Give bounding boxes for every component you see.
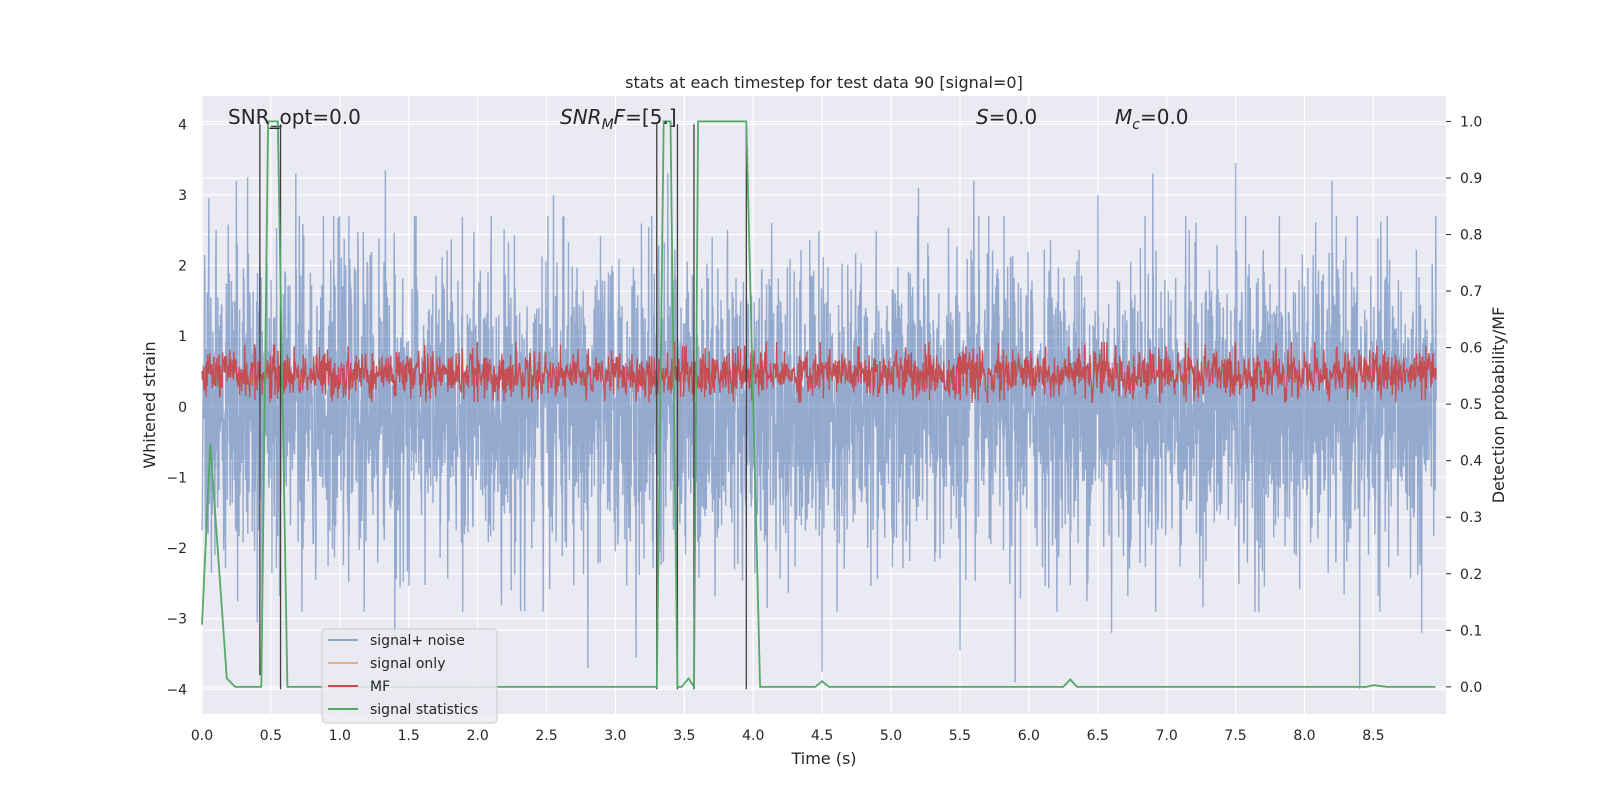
legend-label-signal-noise: signal+ noise [370, 633, 465, 649]
x-tick-label: 0.5 [260, 728, 282, 744]
y2-tick-label: 0.6 [1460, 341, 1482, 357]
y2-axis-label: Detection probability/MF [1489, 307, 1508, 504]
y2-tick-label: 0.0 [1460, 680, 1482, 696]
y2-tick-label: 0.2 [1460, 567, 1482, 583]
annotation-snr-mf-main: SNR [560, 105, 602, 129]
annotation-s: S=0.0 [976, 105, 1037, 129]
y2-tick-label: 1.0 [1460, 114, 1482, 130]
annotation-snr-mf: SNRMF=[5.] [560, 105, 677, 133]
x-tick-label: 8.5 [1362, 728, 1384, 744]
y-tick-label: −1 [166, 470, 187, 486]
y2-tick-label: 0.7 [1460, 284, 1482, 300]
annotation-snr-mf-value: =[5.] [625, 105, 676, 129]
y-tick-label: 4 [178, 117, 187, 133]
legend-box [321, 628, 498, 724]
annotation-snr-opt: SNR_opt=0.0 [228, 105, 361, 129]
y-axis-ticks: −4 −3 −2 −1 0 1 2 3 4 [166, 117, 187, 698]
x-tick-label: 2.0 [466, 728, 488, 744]
x-tick-label: 1.5 [398, 728, 420, 744]
y-tick-label: 3 [178, 188, 187, 204]
signal-statistics-line [201, 120, 1436, 690]
annotation-snr-mf-italic: F [614, 105, 626, 129]
annotation-s-symbol: S [976, 105, 989, 129]
x-tick-label: 5.0 [880, 728, 902, 744]
x-tick-label: 4.0 [742, 728, 764, 744]
series-signal-statistics [201, 120, 1436, 690]
y-tick-label: 2 [178, 259, 187, 275]
x-tick-label: 2.5 [535, 728, 557, 744]
x-tick-label: 8.0 [1293, 728, 1315, 744]
annotation-snr-mf-sub: M [602, 117, 614, 133]
annotation-mc: Mc=0.0 [1115, 105, 1189, 133]
y2-tick-label: 0.4 [1460, 454, 1482, 470]
legend-label-mf: MF [370, 679, 390, 695]
annotation-mc-symbol: M [1115, 105, 1132, 129]
x-tick-label: 6.0 [1018, 728, 1040, 744]
x-tick-label: 3.0 [604, 728, 626, 744]
mf-line [201, 341, 1437, 404]
x-tick-label: 4.5 [811, 728, 833, 744]
y-axis-label: Whitened strain [140, 341, 159, 468]
legend-label-signal-statistics: signal statistics [370, 702, 478, 718]
y2-tick-label: 0.8 [1460, 228, 1482, 244]
x-axis-label: Time (s) [790, 749, 856, 768]
y2-tick-label: 0.9 [1460, 171, 1482, 187]
x-tick-label: 7.5 [1224, 728, 1246, 744]
legend: signal+ noise signal only MF signal stat… [321, 628, 498, 724]
legend-label-signal-only: signal only [370, 656, 445, 672]
annotation-mc-value: =0.0 [1140, 105, 1189, 129]
y2-tick-label: 0.1 [1460, 623, 1482, 639]
y-tick-label: −4 [166, 682, 187, 698]
annotation-mc-sub: c [1132, 117, 1140, 133]
x-tick-label: 5.5 [949, 728, 971, 744]
y2-axis-ticks: 0.0 0.1 0.2 0.3 0.4 0.5 0.6 0.7 0.8 0.9 1.0 [1446, 114, 1482, 696]
series-mf [201, 341, 1437, 404]
y2-tick-label: 0.5 [1460, 397, 1482, 413]
x-tick-label: 6.5 [1087, 728, 1109, 744]
x-tick-label: 0.0 [191, 728, 213, 744]
x-axis-ticks: 0.0 0.5 1.0 1.5 2.0 2.5 3.0 3.5 4.0 4.5 5.0 5.5 6.0 6… [191, 728, 1385, 744]
chart-title: stats at each timestep for test data 90 … [625, 73, 1023, 92]
y2-tick-label: 0.3 [1460, 510, 1482, 526]
x-tick-label: 7.0 [1156, 728, 1178, 744]
y-tick-label: −3 [166, 612, 187, 628]
annotation-s-value: =0.0 [989, 105, 1038, 129]
y-tick-label: −2 [166, 541, 187, 557]
y-tick-label: 0 [178, 400, 187, 416]
x-tick-label: 1.0 [329, 728, 351, 744]
x-tick-label: 3.5 [673, 728, 695, 744]
y-tick-label: 1 [178, 329, 187, 345]
